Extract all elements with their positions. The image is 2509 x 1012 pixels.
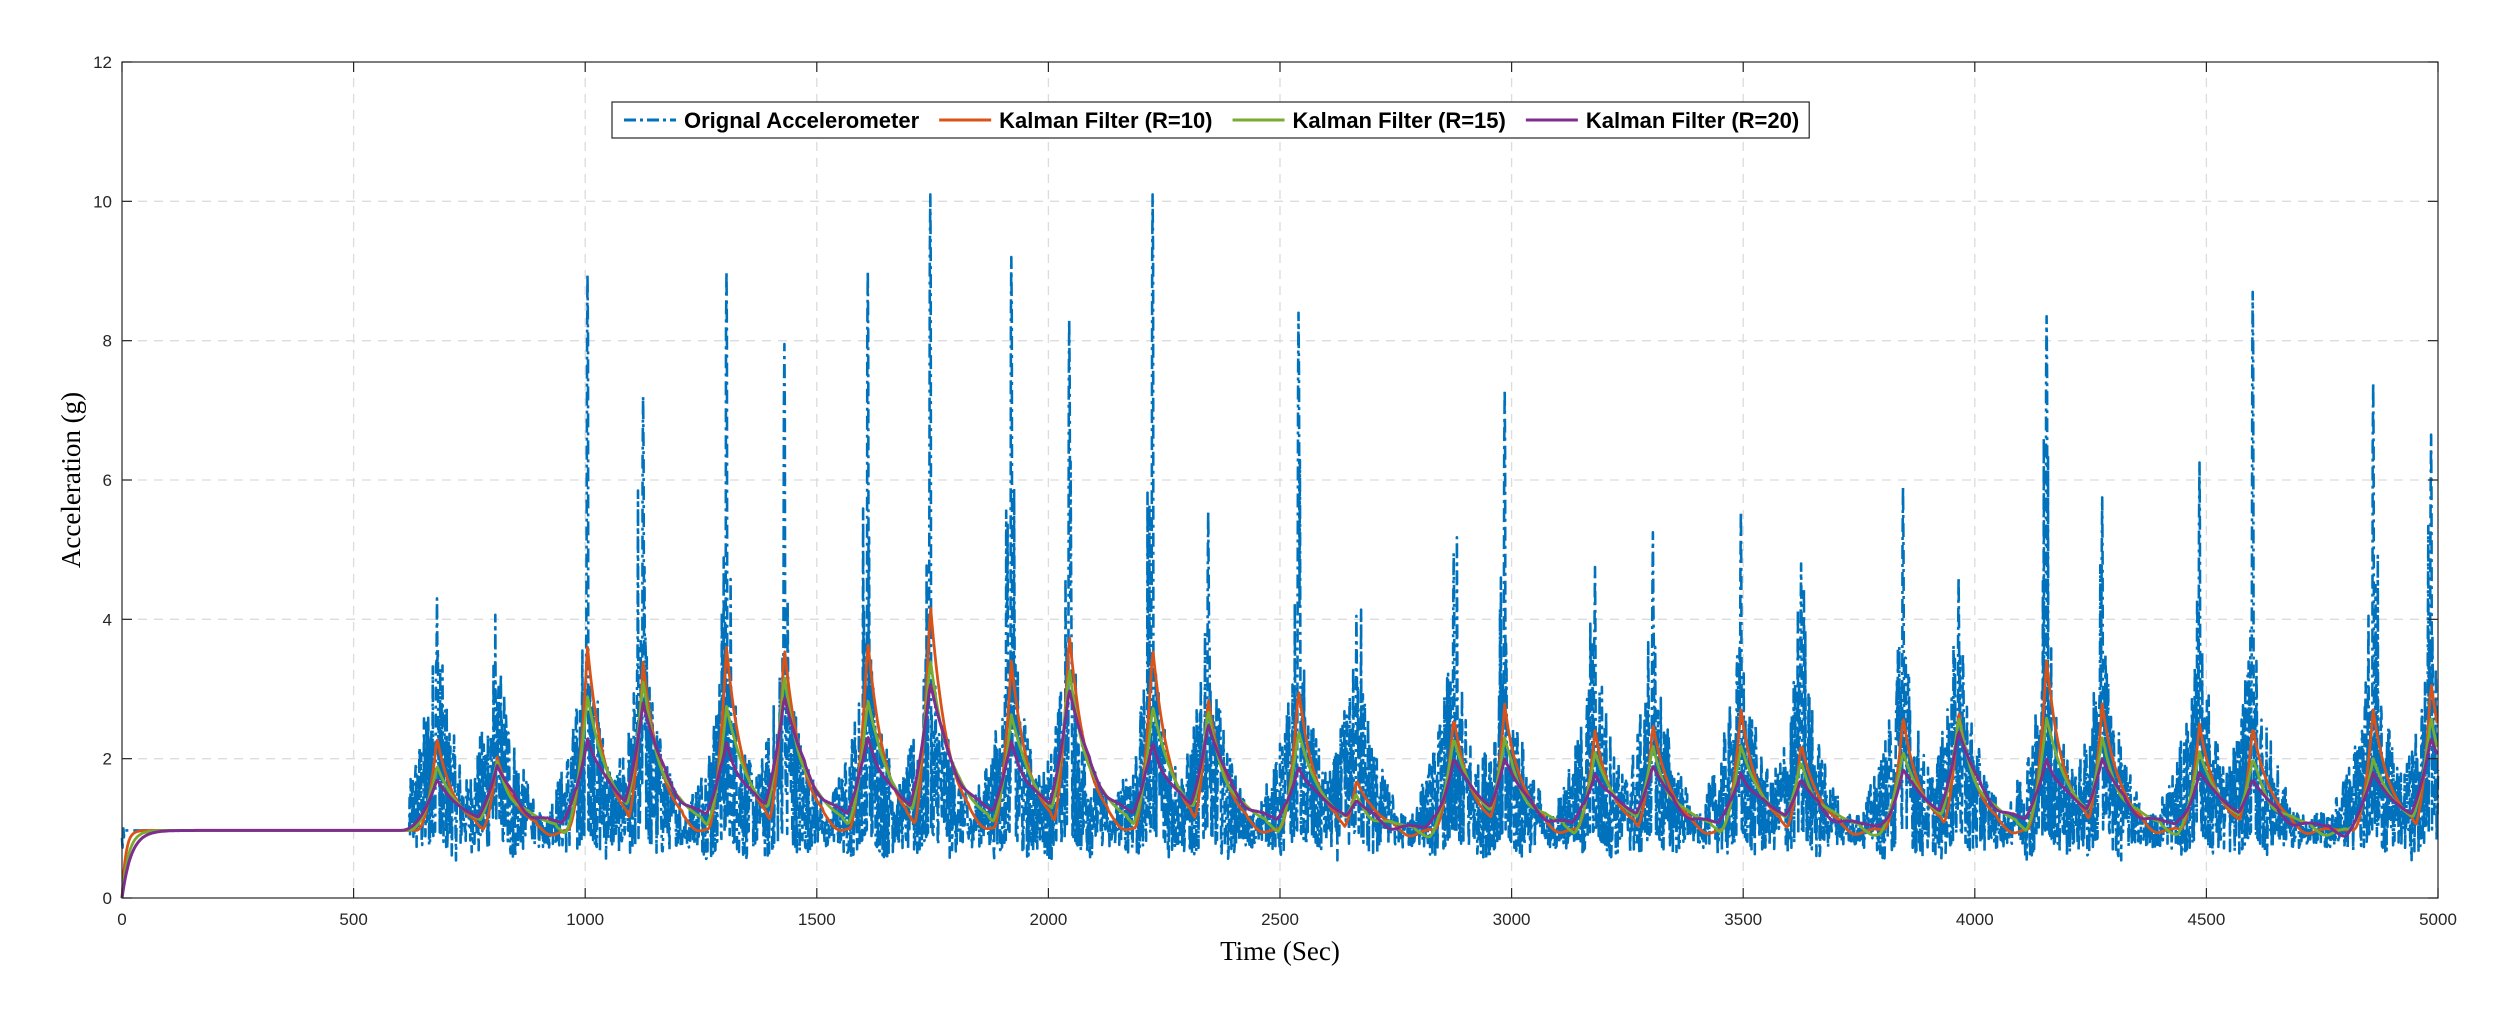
- legend-label-1: Kalman Filter (R=10): [999, 108, 1212, 133]
- x-tick-label: 2000: [1029, 910, 1067, 929]
- x-tick-label: 500: [339, 910, 367, 929]
- x-tick-label: 1500: [798, 910, 836, 929]
- x-tick-label: 0: [117, 910, 126, 929]
- x-tick-label: 5000: [2419, 910, 2457, 929]
- y-tick-label: 10: [93, 192, 112, 211]
- ticks: 0 500 1000 1500 2000 2500 3000 3500 4000 4500 5000…: [93, 53, 2457, 929]
- series-line-kalman-r20: [120, 682, 2439, 899]
- x-tick-label: 4000: [1956, 910, 1994, 929]
- x-axis-label: Time (Sec): [1220, 936, 1340, 966]
- legend-label-3: Kalman Filter (R=20): [1586, 108, 1799, 133]
- legend-box: [611, 101, 1810, 139]
- series-line-kalman-r15: [120, 660, 2439, 899]
- y-tick-label: 12: [93, 53, 112, 72]
- y-tick-label: 8: [103, 332, 112, 351]
- x-tick-label: 3500: [1724, 910, 1762, 929]
- x-tick-label: 3000: [1493, 910, 1531, 929]
- series-line-original-accelerometer: [120, 193, 2440, 862]
- x-tick-label: 2500: [1261, 910, 1299, 929]
- legend-label-0: Orignal Accelerometer: [684, 108, 920, 133]
- legend-label-2: Kalman Filter (R=15): [1293, 108, 1506, 133]
- x-tick-label: 1000: [566, 910, 604, 929]
- x-tick-label: 4500: [2187, 910, 2225, 929]
- legend: Orignal Accelerometer Kalman Filter (R=10…: [611, 101, 1810, 139]
- y-tick-label: 2: [103, 750, 112, 769]
- y-tick-label: 0: [103, 889, 112, 908]
- y-tick-label: 6: [103, 471, 112, 490]
- y-tick-label: 4: [103, 610, 112, 629]
- series-group: [120, 193, 2440, 899]
- y-axis-label: Acceleration (g): [56, 392, 86, 568]
